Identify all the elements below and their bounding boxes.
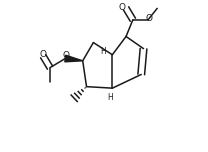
Text: O: O (62, 51, 69, 60)
Text: O: O (118, 3, 125, 12)
Text: H: H (107, 93, 113, 102)
Polygon shape (65, 55, 83, 62)
Text: O: O (39, 50, 46, 59)
Text: H: H (100, 47, 106, 56)
Text: O: O (145, 14, 152, 23)
